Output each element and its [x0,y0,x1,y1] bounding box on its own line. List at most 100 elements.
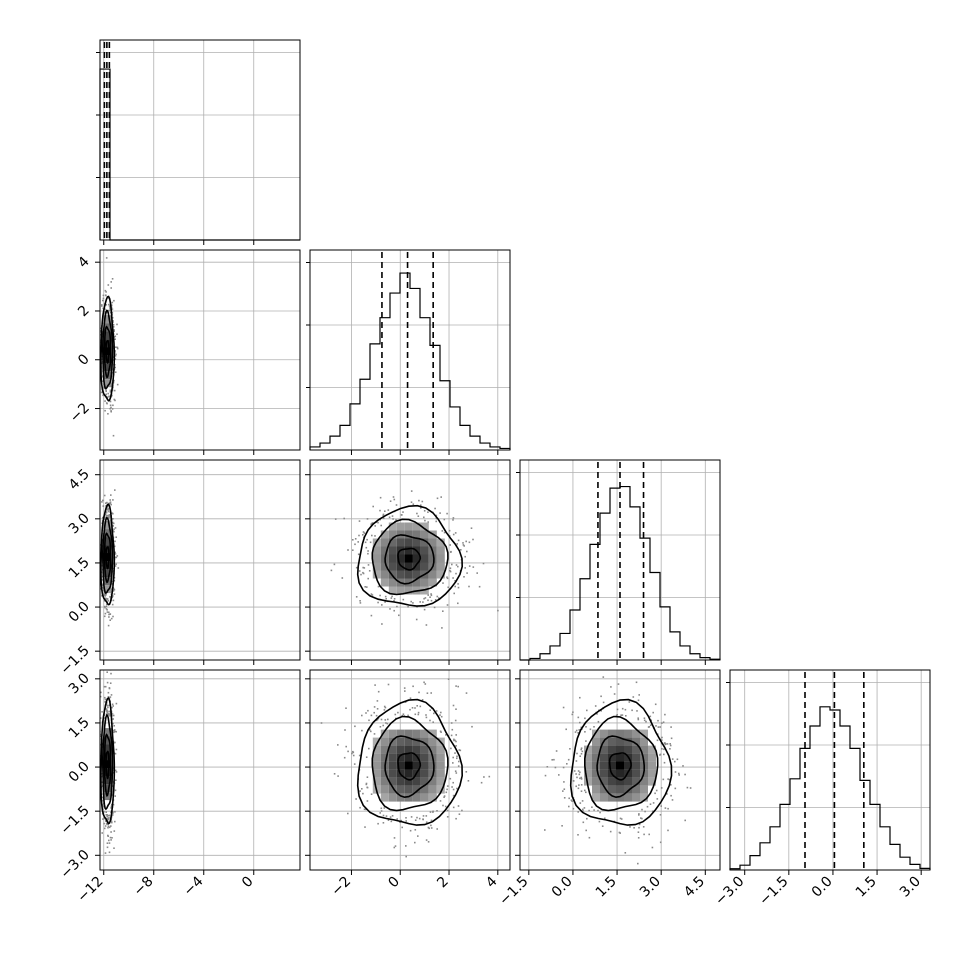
sample-point [105,390,107,393]
sample-point [115,353,117,356]
sample-point [382,814,385,817]
sample-point [457,602,459,605]
sample-point [433,606,436,609]
sample-point [109,715,111,717]
density-cell [616,737,624,746]
density-cell [640,737,648,746]
sample-point [106,396,109,398]
sample-point [423,608,426,611]
sample-point [415,618,418,621]
sample-point [103,827,106,830]
sample-point [377,822,379,825]
sample-point [109,407,111,410]
sample-point [114,789,117,792]
density-cell [640,745,648,754]
sample-point [584,717,586,720]
sample-point [104,294,107,296]
sample-point [387,718,389,721]
x-tick-label: 0.0 [809,874,836,901]
sample-point [107,392,109,395]
sample-point [362,534,364,536]
density-cell [388,554,397,563]
density-cell [436,769,445,778]
y-tick-label: 1.5 [66,554,93,581]
sample-point [113,330,115,333]
density-cell [372,546,381,555]
sample-point [382,517,385,520]
sample-point [112,705,114,707]
sample-point [671,799,674,801]
sample-point [372,505,374,508]
density-cell [584,761,592,770]
sample-point [104,518,106,521]
sample-point [439,714,441,716]
sample-point [661,748,663,750]
sample-point [375,719,378,722]
contour-level-1 [371,518,449,596]
sample-point [636,710,638,712]
sample-point [102,805,105,808]
density-cell [428,793,437,802]
sample-point [604,817,606,820]
sample-point [107,515,109,517]
sample-point [446,816,449,818]
sample-point [114,366,116,369]
density-cell [396,753,405,762]
sample-point [662,778,665,781]
sample-point [109,836,112,839]
sample-point [376,700,379,702]
sample-point [104,612,107,615]
sample-point [363,567,366,569]
density-cell [624,785,632,794]
sample-point [450,747,452,750]
sample-point [678,774,680,776]
sample-point [104,400,106,402]
sample-point [423,597,425,600]
sample-point [110,287,112,289]
density-cell [412,745,421,754]
sample-point [105,511,108,514]
sample-point [320,722,323,724]
sample-point [663,753,665,756]
contour-level-2 [384,735,435,799]
density-cell [632,785,640,794]
sample-point [412,602,414,604]
y-tick-label: −3.0 [57,847,92,882]
sample-point [107,691,110,694]
sample-point [393,846,396,849]
sample-point [102,299,104,302]
sample-point [458,813,461,815]
sample-point [374,525,376,527]
sample-point [367,709,369,712]
sample-point [577,787,580,790]
sample-point [106,598,109,600]
sample-point [655,725,657,727]
sample-point [111,394,113,397]
sample-point [457,685,459,688]
sample-point [544,774,547,777]
sample-point [446,809,449,812]
sample-point [106,508,109,511]
pair-panel-0-1 [99,249,301,451]
density-cell [404,785,413,794]
sample-point [103,811,105,813]
density-cell [103,355,112,364]
sample-point [115,346,117,348]
sample-point [116,346,119,349]
sample-point [365,756,368,758]
sample-point [111,596,114,598]
sample-point [464,567,466,569]
sample-point [619,817,622,820]
sample-point [357,553,360,556]
sample-point [403,687,406,689]
sample-point [580,790,583,792]
sample-point [426,692,429,694]
sample-point [404,701,407,703]
sample-point [113,579,116,582]
sample-point [112,590,115,592]
sample-point [414,713,417,716]
density-cell [388,538,397,547]
sample-point [365,546,368,549]
sample-point [446,577,449,580]
sample-point [416,705,418,707]
